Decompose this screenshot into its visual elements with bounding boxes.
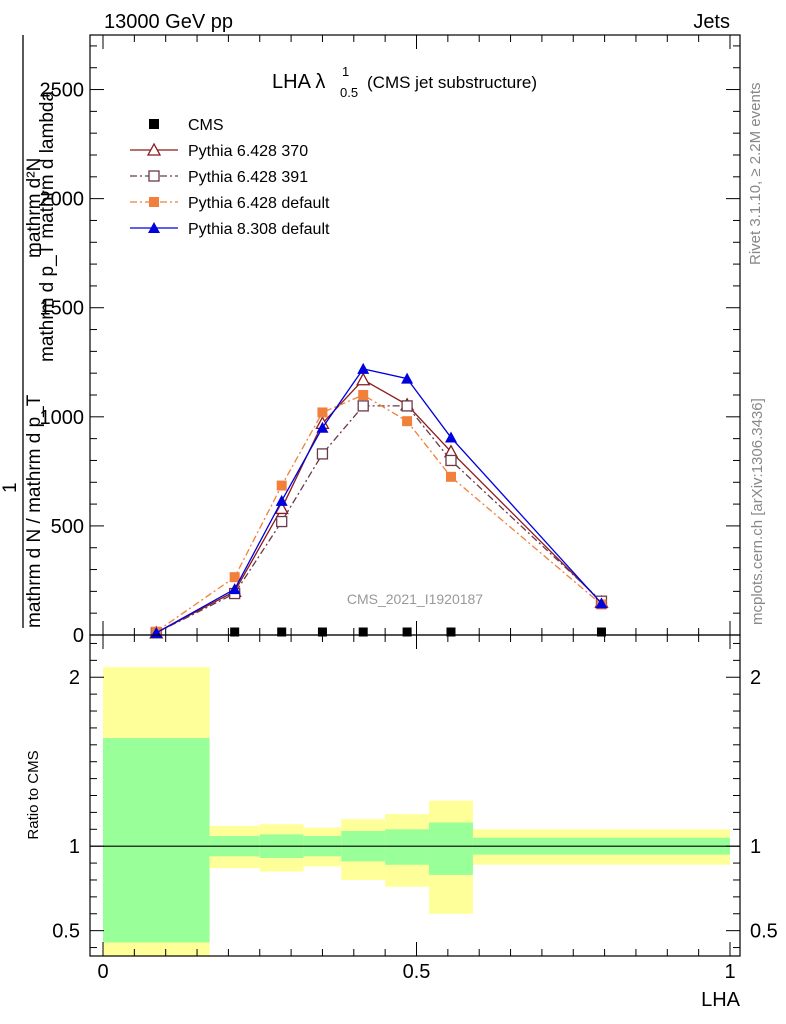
x-tick-label: 0.5 xyxy=(403,961,431,983)
y-label-denominator: mathrm d N / mathrm d p_T xyxy=(24,394,45,628)
header-energy: 13000 GeV pp xyxy=(104,11,233,33)
data-point xyxy=(316,448,329,460)
header-process: Jets xyxy=(693,11,730,33)
series-line xyxy=(156,405,602,634)
main-y-tick-label: 2000 xyxy=(40,189,85,211)
ratio-inner-band xyxy=(385,829,430,865)
main-series-layer xyxy=(149,362,609,639)
legend-marker xyxy=(148,170,160,182)
data-point xyxy=(276,515,288,528)
ratio-y-tick-label: 1 xyxy=(69,836,80,858)
legend: CMS Pythia 6.428 370 Pythia 6.428 391 Pythi… xyxy=(130,117,330,238)
plot-title-main: LHA λ xyxy=(272,71,325,93)
data-point xyxy=(275,494,288,506)
data-point xyxy=(444,431,457,443)
data-point xyxy=(445,454,457,467)
main-y-tick-label: 0 xyxy=(73,625,84,647)
legend-label: Pythia 8.308 default xyxy=(188,221,330,238)
legend-entry: Pythia 6.428 default xyxy=(130,195,330,212)
main-y-tick-label: 1500 xyxy=(40,298,85,320)
ratio-y-tick-label-right: 1 xyxy=(750,836,761,858)
main-y-tick-label: 2500 xyxy=(40,80,85,102)
data-point xyxy=(277,627,287,637)
legend-marker xyxy=(149,197,159,207)
legend-marker xyxy=(146,142,162,156)
main-y-axis: 0 500 1000 1500 2000 2500 xyxy=(40,45,740,647)
data-point xyxy=(317,407,328,418)
series-line xyxy=(155,394,602,633)
data-point xyxy=(356,372,371,386)
data-point xyxy=(401,372,414,384)
series-line xyxy=(155,378,602,634)
y-label-one: 1 xyxy=(0,482,21,493)
data-point xyxy=(274,501,289,515)
ratio-y-axis-label: Ratio to CMS xyxy=(25,750,42,839)
data-point xyxy=(402,627,412,637)
legend-label: Pythia 6.428 370 xyxy=(188,143,308,160)
legend-label: CMS xyxy=(188,117,224,134)
data-point xyxy=(317,627,327,637)
data-point xyxy=(358,627,368,637)
x-axis-label: LHA xyxy=(701,989,741,1011)
legend-entry: Pythia 6.428 391 xyxy=(130,169,308,186)
data-point xyxy=(228,583,241,595)
data-point xyxy=(358,390,369,400)
data-point xyxy=(230,627,240,637)
plot-title: LHA λ 1 0.5 (CMS jet substructure) xyxy=(272,64,537,100)
mcplots-source-label: mcplots.cern.ch [arXiv:1306.3436] xyxy=(749,398,766,625)
ratio-plot-panel: 0.5 0.51 12 2 0 0.5 1 Ratio to CMS LHA xyxy=(25,634,778,1011)
plot-title-subscript: 0.5 xyxy=(340,85,358,100)
analysis-watermark: CMS_2021_I1920187 xyxy=(347,591,483,607)
ratio-y-tick-label: 0.5 xyxy=(52,921,80,943)
rivet-version-label: Rivet 3.1.10, ≥ 2.2M events xyxy=(747,83,764,266)
data-point xyxy=(401,400,413,412)
main-y-axis-label: mathrm d²N mathrm d p_T mathrm d lambda … xyxy=(0,35,58,628)
data-point xyxy=(316,421,329,433)
data-point xyxy=(357,362,370,374)
ratio-y-axis: 0.5 0.5 1 1 2 2 xyxy=(52,642,778,949)
data-point xyxy=(229,572,240,583)
data-point xyxy=(595,597,608,609)
data-point xyxy=(446,627,456,637)
main-plot-panel: 0 500 1000 1500 2000 2500 LHA λ 1 0.5 (CMS je… xyxy=(0,34,741,647)
y-label-numerator-extra: mathrm d p_T mathrm d lambda xyxy=(37,91,58,362)
data-point xyxy=(276,480,287,491)
legend-marker xyxy=(149,119,159,129)
ratio-y-tick-label-right: 2 xyxy=(750,667,761,689)
legend-marker xyxy=(148,222,160,233)
legend-entry: CMS xyxy=(149,117,224,134)
x-tick-label: 0 xyxy=(97,961,108,983)
data-point xyxy=(445,471,456,482)
ratio-y-tick-label-right: 0.5 xyxy=(750,921,778,943)
x-tick-label: 1 xyxy=(724,961,735,983)
legend-label: Pythia 6.428 391 xyxy=(188,169,308,186)
legend-label: Pythia 6.428 default xyxy=(188,195,330,212)
data-point xyxy=(357,400,369,412)
plot-title-superscript: 1 xyxy=(342,64,349,79)
main-y-tick-label: 1000 xyxy=(40,407,85,429)
ratio-x-axis: 0 0.5 1 xyxy=(97,635,736,983)
ratio-inner-band xyxy=(429,822,473,875)
plot-title-description: (CMS jet substructure) xyxy=(367,73,537,92)
legend-entry: Pythia 6.428 370 xyxy=(130,142,308,160)
ratio-bands-layer xyxy=(103,667,730,956)
data-point xyxy=(402,416,413,427)
main-y-tick-label: 500 xyxy=(51,516,84,538)
ratio-inner-band xyxy=(103,738,210,943)
ratio-y-tick-label: 2 xyxy=(69,667,80,689)
series-line xyxy=(155,368,602,634)
legend-entry: Pythia 8.308 default xyxy=(130,221,330,238)
data-point xyxy=(596,627,606,637)
y-label-numerator: mathrm d²N xyxy=(24,158,45,258)
